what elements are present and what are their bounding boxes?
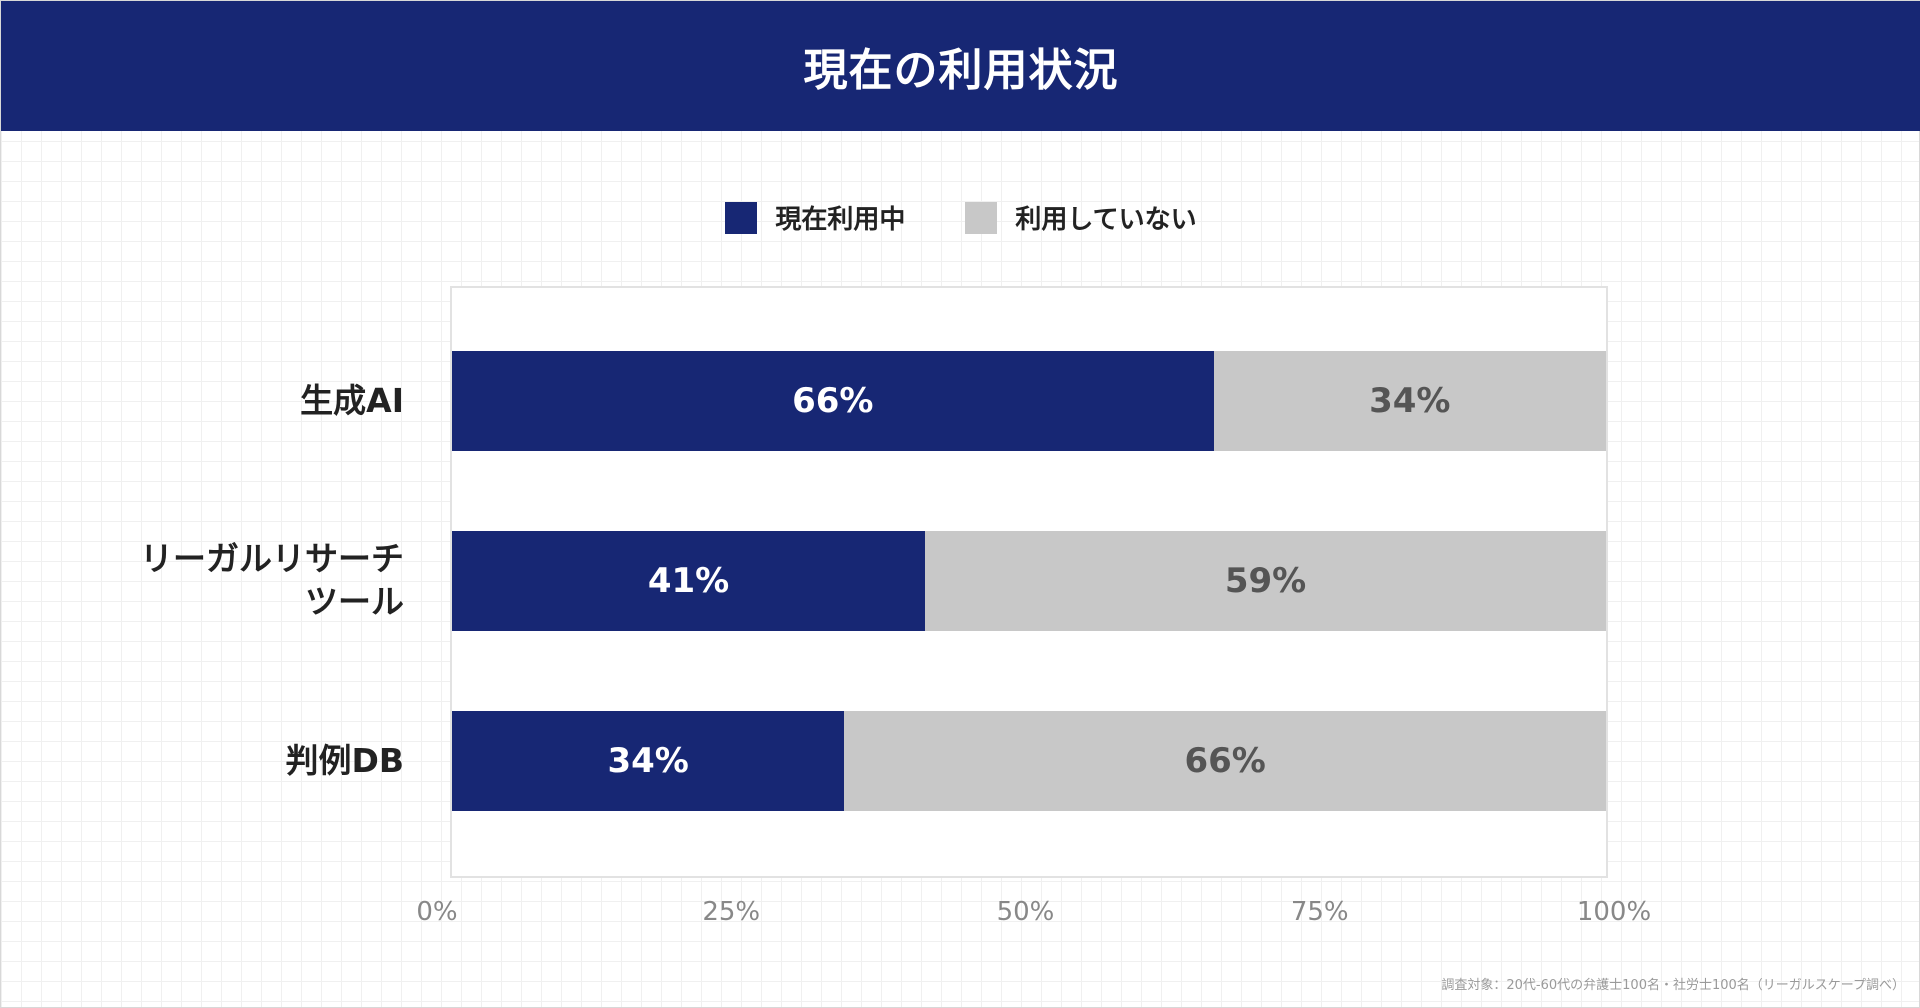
bar-not-using-1: 59% — [925, 531, 1606, 631]
x-tick-label: 75% — [1290, 897, 1349, 927]
x-tick-label: 25% — [702, 897, 761, 927]
bar-value-label: 34% — [607, 741, 689, 781]
legend-label-using: 現在利用中 — [775, 205, 906, 235]
plot-area: 66% 34% 41% 59% 34% 66% — [450, 286, 1608, 878]
bar-value-label: 66% — [792, 381, 874, 421]
category-label: リーガルリサーチ ツール — [140, 539, 404, 621]
bar-not-using-0: 34% — [1213, 351, 1606, 451]
bar-value-label: 59% — [1224, 561, 1307, 601]
x-tick-label: 100% — [1576, 897, 1652, 927]
header-banner: 現在の利用状況 — [1, 1, 1920, 131]
legend-label-not-using: 利用していない — [1015, 205, 1197, 235]
bar-using-1: 41% — [452, 531, 926, 631]
bar-not-using-2: 66% — [844, 711, 1606, 811]
page-title: 現在の利用状況 — [803, 45, 1119, 96]
legend-swatch-not-using — [965, 201, 998, 234]
bar-using-2: 34% — [452, 711, 845, 811]
bar-value-label: 34% — [1369, 381, 1451, 421]
bar-using-0: 66% — [452, 351, 1214, 451]
category-label: 判例DB — [285, 740, 404, 780]
legend-swatch-using — [725, 201, 758, 234]
survey-footnote: 調査対象：20代-60代の弁護士100名・社労士100名（リーガルスケープ調べ） — [1441, 978, 1905, 993]
bar-value-label: 66% — [1184, 741, 1266, 781]
x-tick-label: 0% — [416, 897, 458, 927]
chart-legend: 現在利用中 利用していない — [1, 199, 1920, 236]
x-tick-label: 50% — [996, 897, 1055, 927]
legend-item-using: 現在利用中 — [725, 199, 905, 236]
bar-value-label: 41% — [647, 561, 730, 601]
category-label: 生成AI — [300, 380, 404, 420]
legend-item-not-using: 利用していない — [965, 199, 1197, 236]
